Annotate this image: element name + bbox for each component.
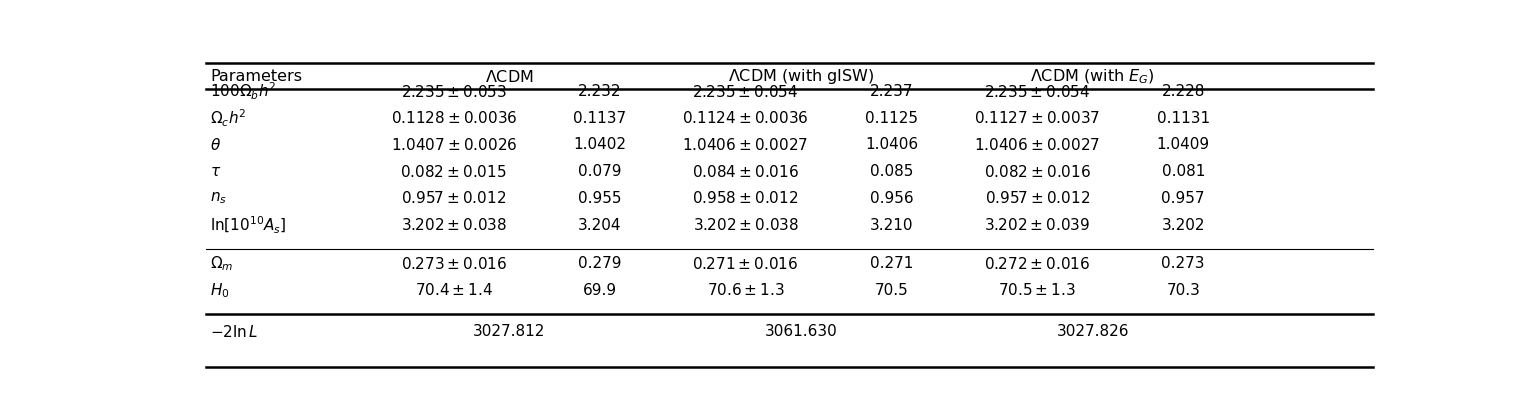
Text: $\Lambda$CDM (with gISW): $\Lambda$CDM (with gISW) xyxy=(728,67,875,86)
Text: 0.956: 0.956 xyxy=(870,191,913,206)
Text: 0.279: 0.279 xyxy=(578,256,622,271)
Text: $-2\ln L$: $-2\ln L$ xyxy=(210,324,259,340)
Text: $3.202 \pm 0.039$: $3.202 \pm 0.039$ xyxy=(984,217,1091,233)
Text: $n_s$: $n_s$ xyxy=(210,191,227,206)
Text: $2.235 \pm 0.054$: $2.235 \pm 0.054$ xyxy=(692,84,798,99)
Text: $2.235 \pm 0.053$: $2.235 \pm 0.053$ xyxy=(401,84,507,99)
Text: 3061.630: 3061.630 xyxy=(764,324,838,339)
Text: 3.204: 3.204 xyxy=(578,218,622,233)
Text: $\Lambda$CDM: $\Lambda$CDM xyxy=(484,69,533,84)
Text: $\ln[10^{10}A_s]$: $\ln[10^{10}A_s]$ xyxy=(210,215,286,235)
Text: 1.0402: 1.0402 xyxy=(573,137,627,152)
Text: $\tau$: $\tau$ xyxy=(210,164,222,179)
Text: $0.084 \pm 0.016$: $0.084 \pm 0.016$ xyxy=(692,163,800,180)
Text: 70.5: 70.5 xyxy=(875,283,908,298)
Text: $0.271 \pm 0.016$: $0.271 \pm 0.016$ xyxy=(692,256,798,272)
Text: 3.202: 3.202 xyxy=(1161,218,1206,233)
Text: $H_0$: $H_0$ xyxy=(210,281,230,300)
Text: $2.235 \pm 0.054$: $2.235 \pm 0.054$ xyxy=(984,84,1091,99)
Text: $0.1124 \pm 0.0036$: $0.1124 \pm 0.0036$ xyxy=(682,110,809,126)
Text: 3027.812: 3027.812 xyxy=(473,324,545,339)
Text: $0.1128 \pm 0.0036$: $0.1128 \pm 0.0036$ xyxy=(391,110,516,126)
Text: 0.955: 0.955 xyxy=(578,191,622,206)
Text: $0.957 \pm 0.012$: $0.957 \pm 0.012$ xyxy=(985,191,1089,206)
Text: $0.958 \pm 0.012$: $0.958 \pm 0.012$ xyxy=(692,191,798,206)
Text: $\Omega_c h^2$: $\Omega_c h^2$ xyxy=(210,108,247,129)
Text: 70.3: 70.3 xyxy=(1166,283,1200,298)
Text: 2.228: 2.228 xyxy=(1161,84,1204,99)
Text: $70.5 \pm 1.3$: $70.5 \pm 1.3$ xyxy=(999,282,1075,298)
Text: $3.202 \pm 0.038$: $3.202 \pm 0.038$ xyxy=(401,217,507,233)
Text: $1.0406 \pm 0.0027$: $1.0406 \pm 0.0027$ xyxy=(682,137,809,153)
Text: 0.957: 0.957 xyxy=(1161,191,1206,206)
Text: 3.210: 3.210 xyxy=(870,218,913,233)
Text: 2.237: 2.237 xyxy=(870,84,913,99)
Text: $1.0407 \pm 0.0026$: $1.0407 \pm 0.0026$ xyxy=(391,137,516,153)
Text: Parameters: Parameters xyxy=(210,69,302,84)
Text: 69.9: 69.9 xyxy=(582,283,617,298)
Text: $3.202 \pm 0.038$: $3.202 \pm 0.038$ xyxy=(692,217,798,233)
Text: 3027.826: 3027.826 xyxy=(1057,324,1129,339)
Text: $\Lambda$CDM (with $E_G$): $\Lambda$CDM (with $E_G$) xyxy=(1031,67,1155,86)
Text: 0.273: 0.273 xyxy=(1161,256,1206,271)
Text: 0.085: 0.085 xyxy=(870,164,913,179)
Text: 0.271: 0.271 xyxy=(870,256,913,271)
Text: 0.081: 0.081 xyxy=(1161,164,1204,179)
Text: 0.1131: 0.1131 xyxy=(1157,111,1210,126)
Text: 1.0406: 1.0406 xyxy=(866,137,918,152)
Text: $0.272 \pm 0.016$: $0.272 \pm 0.016$ xyxy=(984,256,1091,272)
Text: $0.082 \pm 0.016$: $0.082 \pm 0.016$ xyxy=(984,163,1091,180)
Text: 0.1137: 0.1137 xyxy=(573,111,627,126)
Text: $1.0406 \pm 0.0027$: $1.0406 \pm 0.0027$ xyxy=(974,137,1100,153)
Text: 1.0409: 1.0409 xyxy=(1157,137,1210,152)
Text: $\theta$: $\theta$ xyxy=(210,137,222,153)
Text: $0.082 \pm 0.015$: $0.082 \pm 0.015$ xyxy=(400,163,507,180)
Text: 0.079: 0.079 xyxy=(578,164,622,179)
Text: 0.1125: 0.1125 xyxy=(866,111,918,126)
Text: $\Omega_m$: $\Omega_m$ xyxy=(210,254,234,273)
Text: $0.1127 \pm 0.0037$: $0.1127 \pm 0.0037$ xyxy=(974,110,1100,126)
Text: 2.232: 2.232 xyxy=(578,84,622,99)
Text: $70.4 \pm 1.4$: $70.4 \pm 1.4$ xyxy=(415,282,493,298)
Text: $70.6 \pm 1.3$: $70.6 \pm 1.3$ xyxy=(706,282,784,298)
Text: $0.273 \pm 0.016$: $0.273 \pm 0.016$ xyxy=(401,256,507,272)
Text: $0.957 \pm 0.012$: $0.957 \pm 0.012$ xyxy=(401,191,507,206)
Text: $100\Omega_b h^2$: $100\Omega_b h^2$ xyxy=(210,81,277,102)
